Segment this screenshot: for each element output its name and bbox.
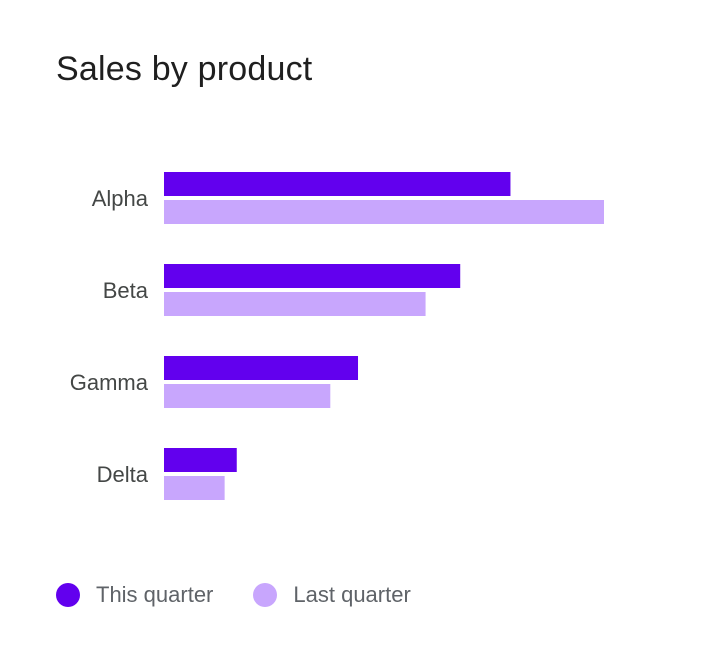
bar-delta-last-quarter[interactable] xyxy=(164,476,225,500)
bar-gamma-this-quarter[interactable] xyxy=(164,356,359,380)
category-label-beta: Beta xyxy=(103,278,149,303)
legend: This quarter Last quarter xyxy=(56,582,411,608)
bar-delta-this-quarter[interactable] xyxy=(164,448,237,472)
legend-item-this-quarter[interactable]: This quarter xyxy=(56,582,213,608)
bar-gamma-last-quarter[interactable] xyxy=(164,384,331,408)
legend-swatch-last-quarter xyxy=(253,583,278,607)
bars xyxy=(164,172,604,500)
category-label-alpha: Alpha xyxy=(92,186,149,211)
legend-swatch-this-quarter xyxy=(56,583,80,607)
legend-item-last-quarter[interactable]: Last quarter xyxy=(253,582,411,608)
category-label-delta: Delta xyxy=(97,462,149,487)
category-labels: Alpha Beta Gamma Delta xyxy=(70,186,149,487)
bar-alpha-last-quarter[interactable] xyxy=(164,200,604,224)
bar-alpha-this-quarter[interactable] xyxy=(164,172,511,196)
chart-title: Sales by product xyxy=(56,50,313,88)
legend-label-last-quarter: Last quarter xyxy=(293,582,411,607)
bar-beta-last-quarter[interactable] xyxy=(164,292,426,316)
bar-beta-this-quarter[interactable] xyxy=(164,264,461,288)
category-label-gamma: Gamma xyxy=(70,370,149,395)
legend-label-this-quarter: This quarter xyxy=(96,582,214,607)
